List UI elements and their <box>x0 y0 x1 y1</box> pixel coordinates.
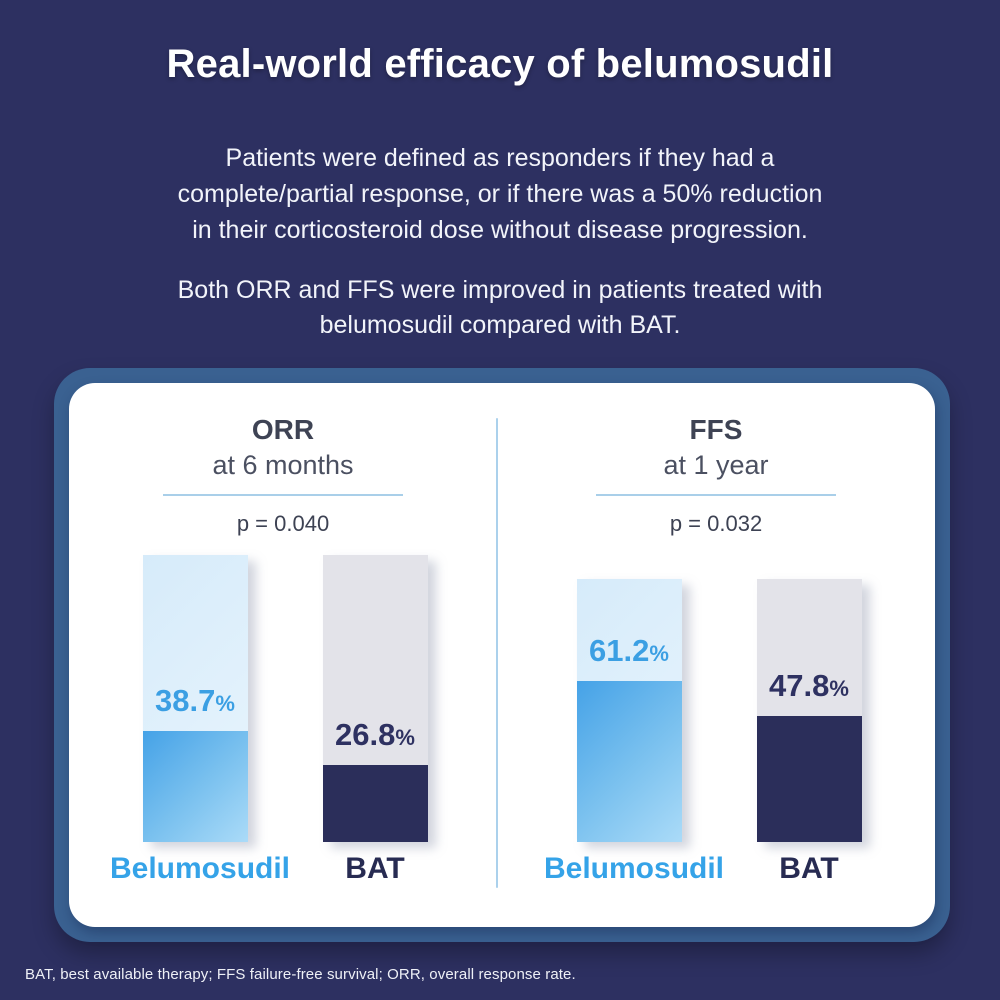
bar-category-label: Belumosudil <box>544 852 725 885</box>
summary-line-1: Both ORR and FFS were improved in patien… <box>177 276 823 304</box>
bar-fill <box>142 730 248 842</box>
intro-paragraph: Patients were defined as responders if t… <box>0 140 1000 248</box>
bar-fill <box>756 716 862 842</box>
bar-value-label: 38.7% <box>155 682 235 718</box>
chart-card: ORR at 6 months p = 0.040 38.7% Belumosu… <box>54 368 950 942</box>
panel-orr-title: ORR <box>251 414 315 445</box>
panel-divider <box>496 418 498 888</box>
panel-orr: ORR at 6 months p = 0.040 38.7% Belumosu… <box>69 383 497 927</box>
bar-group-orr-belumosudil: 38.7% Belumosudil <box>110 555 291 886</box>
bar-fill <box>322 765 428 842</box>
bar-category-label: Belumosudil <box>110 852 291 885</box>
bar-category-label: BAT <box>345 852 405 885</box>
panel-ffs-p-value: p = 0.032 <box>669 511 763 536</box>
bar-group-ffs-belumosudil: 61.2% Belumosudil <box>544 579 725 886</box>
panel-ffs-subtitle: at 1 year <box>663 450 769 480</box>
panel-orr-p-value: p = 0.040 <box>236 511 330 536</box>
bar-track: 26.8% <box>322 555 428 842</box>
page-title: Real-world efficacy of belumosudil <box>166 42 834 86</box>
bar-fill <box>576 681 682 842</box>
summary-line-2: belumosudil compared with BAT. <box>319 311 681 339</box>
bar-group-ffs-bat: 47.8% BAT <box>724 579 894 886</box>
intro-line-1: Patients were defined as responders if t… <box>225 144 775 172</box>
bar-track: 61.2% <box>576 579 682 842</box>
chart-card-inner: ORR at 6 months p = 0.040 38.7% Belumosu… <box>69 383 935 927</box>
bar-value-label: 61.2% <box>589 633 669 669</box>
panel-ffs: FFS at 1 year p = 0.032 61.2% Belumosudi… <box>497 383 935 927</box>
panel-orr-underline <box>163 494 403 496</box>
bar-value-label: 47.8% <box>769 668 849 704</box>
intro-line-2: complete/partial response, or if there w… <box>177 180 823 208</box>
intro-line-3: in their corticosteroid dose without dis… <box>192 216 808 244</box>
panel-orr-subtitle: at 6 months <box>212 450 354 480</box>
bar-value-label: 26.8% <box>335 717 415 753</box>
abbreviations-footnote: BAT, best available therapy; FFS failure… <box>25 966 576 983</box>
bar-track: 47.8% <box>756 579 862 842</box>
bar-track: 38.7% <box>142 555 248 842</box>
panel-ffs-title: FFS <box>689 414 743 445</box>
panel-ffs-underline <box>596 494 836 496</box>
summary-paragraph: Both ORR and FFS were improved in patien… <box>0 273 1000 343</box>
bar-category-label: BAT <box>779 852 839 885</box>
bar-group-orr-bat: 26.8% BAT <box>290 555 460 886</box>
